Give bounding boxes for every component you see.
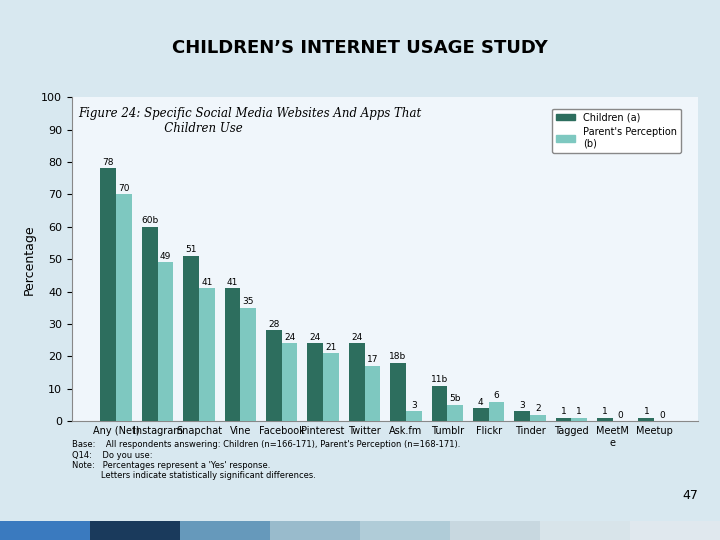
Y-axis label: Percentage: Percentage: [23, 224, 36, 294]
Text: 70: 70: [118, 184, 130, 193]
Text: CHILDREN’S INTERNET USAGE STUDY: CHILDREN’S INTERNET USAGE STUDY: [172, 39, 548, 57]
Text: 60b: 60b: [141, 216, 158, 225]
Text: 0: 0: [618, 410, 624, 420]
Bar: [184, 256, 199, 421]
Text: 41: 41: [201, 278, 212, 287]
Bar: [282, 343, 297, 421]
Bar: [142, 227, 158, 421]
Text: 24: 24: [310, 333, 321, 342]
Bar: [225, 288, 240, 421]
Text: 17: 17: [366, 355, 378, 364]
Text: 3: 3: [411, 401, 417, 410]
Text: 0: 0: [660, 410, 665, 420]
Bar: [514, 411, 530, 421]
Text: 1: 1: [577, 407, 582, 416]
Text: 6: 6: [494, 391, 500, 400]
Bar: [572, 418, 587, 421]
Text: 35: 35: [243, 297, 254, 306]
Text: 11b: 11b: [431, 375, 448, 384]
Text: 2: 2: [535, 404, 541, 413]
Bar: [323, 353, 339, 421]
Bar: [364, 366, 380, 421]
Text: 49: 49: [160, 252, 171, 261]
Text: 4: 4: [478, 397, 484, 407]
Bar: [240, 308, 256, 421]
Text: 5b: 5b: [449, 394, 461, 403]
Text: 1: 1: [644, 407, 649, 416]
Bar: [101, 168, 116, 421]
Bar: [266, 330, 282, 421]
Bar: [390, 363, 406, 421]
Text: 18b: 18b: [390, 352, 407, 361]
Bar: [406, 411, 422, 421]
Bar: [489, 402, 505, 421]
Text: 78: 78: [102, 158, 114, 167]
Bar: [556, 418, 572, 421]
Bar: [639, 418, 654, 421]
Bar: [199, 288, 215, 421]
Bar: [530, 415, 546, 421]
Text: 51: 51: [185, 245, 197, 254]
Text: 21: 21: [325, 342, 337, 352]
Bar: [473, 408, 489, 421]
Text: 24: 24: [351, 333, 362, 342]
Text: 1: 1: [561, 407, 567, 416]
Bar: [158, 262, 174, 421]
Bar: [116, 194, 132, 421]
Bar: [307, 343, 323, 421]
Bar: [447, 405, 463, 421]
Bar: [597, 418, 613, 421]
Text: Base:    All respondents answering: Children (n=166-171), Parent's Perception (n: Base: All respondents answering: Childre…: [72, 440, 460, 480]
Text: 41: 41: [227, 278, 238, 287]
Text: 1: 1: [602, 407, 608, 416]
Text: 28: 28: [268, 320, 279, 329]
Text: 3: 3: [519, 401, 525, 410]
Legend: Children (a), Parent's Perception
(b): Children (a), Parent's Perception (b): [552, 109, 681, 153]
Bar: [431, 386, 447, 421]
Text: Figure 24: Specific Social Media Websites And Apps That
                       C: Figure 24: Specific Social Media Website…: [78, 107, 421, 135]
Text: 47: 47: [683, 489, 698, 502]
Bar: [348, 343, 364, 421]
Text: 24: 24: [284, 333, 295, 342]
